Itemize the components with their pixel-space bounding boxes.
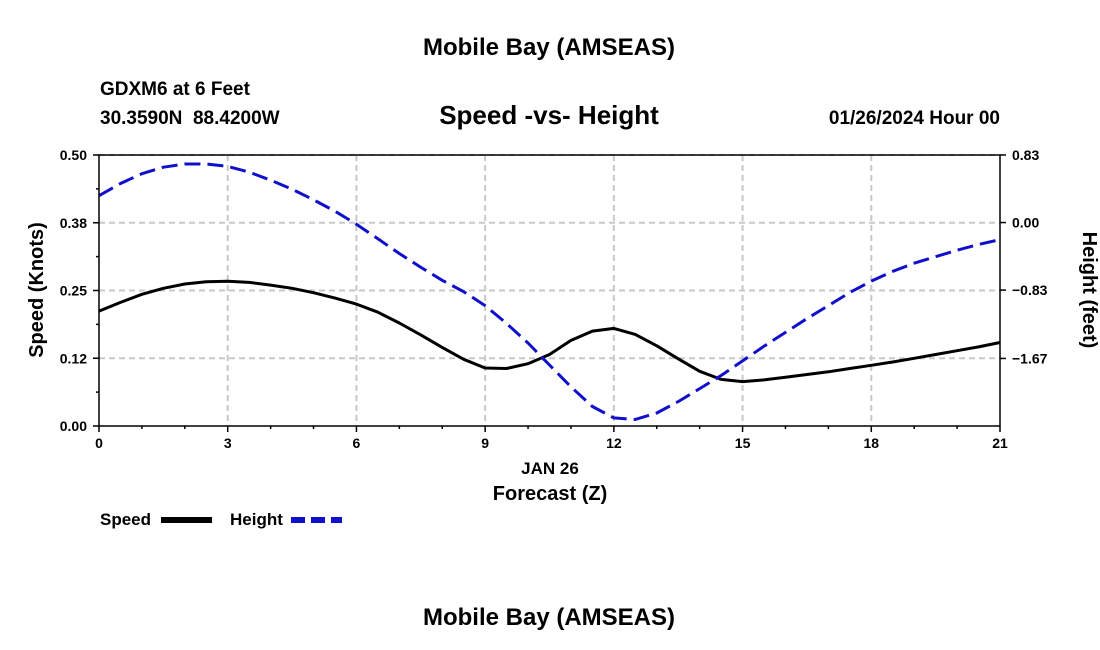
y-right-tick-label: 0.83 [1012,147,1039,163]
series-lines [98,162,1001,421]
y-left-tick-label: 0.12 [60,350,87,366]
y-right-tick-label: −1.67 [1012,350,1048,366]
y-left-axis-ticks: 0.00 0.12 0.25 0.38 0.50 [60,147,99,434]
chart-main-title: Mobile Bay (AMSEAS) [423,34,675,61]
coordinates-label: 30.3590N 88.4200W [100,108,280,129]
y-left-tick-label: 0.38 [60,215,87,231]
y-right-tick-label: −0.83 [1012,282,1048,298]
chart-subtitle: Speed -vs- Height [439,100,659,130]
y-left-tick-label: 0.50 [60,147,87,163]
date-label: JAN 26 [521,459,579,478]
footer-title: Mobile Bay (AMSEAS) [423,604,675,631]
x-tick-label: 18 [863,435,879,451]
station-label: GDXM6 at 6 Feet [100,79,251,100]
speed-series-line [98,279,1001,384]
y-left-axis-label: Speed (Knots) [26,222,48,358]
x-tick-label: 15 [735,435,751,451]
y-right-axis-ticks: −1.67 −0.83 0.00 0.83 [1000,147,1048,366]
x-tick-label: 12 [606,435,622,451]
x-tick-label: 0 [95,435,103,451]
height-series-line [98,162,1001,421]
x-tick-label: 3 [224,435,232,451]
x-axis-label: Forecast (Z) [493,483,607,505]
legend-speed-label: Speed [100,510,151,529]
legend-height-label: Height [230,510,283,529]
y-right-axis-label: Height (feet) [1078,232,1100,349]
y-left-tick-label: 0.00 [60,418,87,434]
grid [99,154,1000,426]
x-axis-ticks: 0 3 6 9 12 15 18 21 [95,426,1008,451]
x-tick-label: 21 [992,435,1008,451]
datetime-label: 01/26/2024 Hour 00 [829,108,1000,129]
legend: Speed Height [100,510,342,529]
x-tick-label: 6 [353,435,361,451]
x-tick-label: 9 [481,435,489,451]
y-right-tick-label: 0.00 [1012,215,1039,231]
y-left-tick-label: 0.25 [60,283,87,299]
